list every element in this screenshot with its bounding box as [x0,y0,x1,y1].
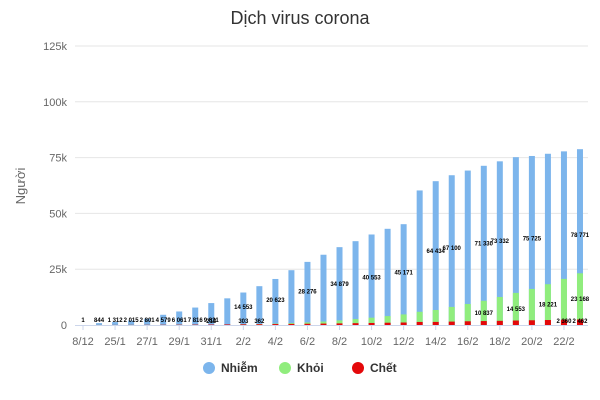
label-infected: 34 879 [330,282,349,288]
bar-deaths [481,321,487,325]
label-recovered: 10 837 [475,311,494,317]
legend-item[interactable]: Chết [352,361,397,375]
label-infected: 28 276 [298,289,317,295]
x-tick-label: 31/1 [201,336,222,348]
label-infected: 6 061 [172,318,188,324]
bar-infected [320,255,326,325]
label-infected: 844 [94,318,105,324]
label-deaths: 362 [254,319,265,325]
bar-deaths [224,324,230,325]
x-axis-ticks: 8/12 25/1 27/1 29/1 31/1 2/2 4/2 6/2 8/2 10/2 12/2… [72,325,574,348]
bar-deaths [497,321,503,325]
label-infected: 78 771 [571,233,590,239]
label-infected: 40 553 [362,276,381,282]
label-infected: 2 801 [140,318,156,324]
label-deaths: 303 [238,319,249,325]
chart-title: Dịch virus corona [230,8,370,28]
legend-label: Nhiễm [221,360,258,375]
label-infected: 67 100 [443,246,462,252]
bar-deaths [529,320,535,325]
bar-deaths [433,322,439,325]
label-infected: 45 171 [394,271,413,277]
x-tick-label: 25/1 [104,336,125,348]
legend-label: Chết [370,361,397,375]
label-deaths: 2 462 [572,319,588,325]
bar-deaths [401,323,407,325]
x-tick-label: 29/1 [168,336,189,348]
label-infected: 73 332 [491,239,510,245]
label-deaths: 2 360 [556,319,572,325]
bar-infected [385,229,391,325]
y-tick-label: 25k [49,264,67,276]
y-tick-label: 50k [49,208,67,220]
y-axis-label: Người [13,168,28,205]
bar-deaths [465,321,471,325]
legend-item[interactable]: Nhiễm [203,360,258,375]
bar-recovered [529,289,535,325]
label-infected: 2 015 [124,318,140,324]
legend-label: Khỏi [297,361,324,375]
y-tick-label: 0 [61,320,67,332]
label-infected: 1 [81,318,85,324]
bar-deaths [513,321,519,325]
label-infected: 75 725 [523,236,542,242]
y-tick-label: 75k [49,153,67,165]
x-tick-label: 22/2 [553,336,574,348]
label-infected: 1 312 [108,318,124,324]
y-axis-ticks: 0 25k 50k 75k 100k 125k [43,41,67,332]
x-tick-label: 2/2 [236,336,251,348]
legend-item[interactable]: Khỏi [279,361,324,375]
label-infected: 20 623 [266,298,285,304]
bar-infected [353,241,359,325]
x-tick-label: 18/2 [489,336,510,348]
x-tick-label: 10/2 [361,336,382,348]
bar-deaths [288,324,294,325]
label-infected: 4 579 [156,318,172,324]
x-tick-label: 8/2 [332,336,347,348]
bar-deaths [337,323,343,325]
bar-infected [224,298,230,325]
bar-deaths [545,320,551,325]
bar-infected [288,270,294,325]
x-tick-label: 20/2 [521,336,542,348]
y-tick-label: 125k [43,41,67,53]
x-tick-label: 12/2 [393,336,414,348]
x-tick-label: 14/2 [425,336,446,348]
legend: Nhiễm Khỏi Chết [203,360,397,375]
y-tick-label: 100k [43,97,67,109]
x-tick-label: 8/12 [72,336,93,348]
bar-deaths [369,323,375,325]
label-deaths: 213 [206,319,217,325]
legend-marker [279,362,291,374]
bar-deaths [417,322,423,325]
label-recovered: 14 553 [507,307,526,313]
bar-infected [417,190,423,325]
grid-lines [75,46,588,269]
bar-deaths [449,322,455,325]
bar-deaths [272,324,278,325]
label-infected: 14 553 [234,305,253,311]
x-tick-label: 6/2 [300,336,315,348]
label-recovered: 23 168 [571,297,590,303]
label-recovered: 18 221 [539,303,558,309]
x-tick-label: 4/2 [268,336,283,348]
x-tick-label: 27/1 [136,336,157,348]
legend-marker [352,362,364,374]
legend-marker [203,362,215,374]
bar-recovered [497,297,503,325]
x-tick-label: 16/2 [457,336,478,348]
bar-deaths [320,324,326,325]
bar-infected [465,171,471,325]
corona-chart: Dịch virus corona 0 25k 50k 75k 100k 125k Ngư… [0,0,600,400]
label-infected: 7 816 [188,318,204,324]
bar-deaths [353,323,359,325]
bar-deaths [385,323,391,325]
bar-deaths [304,324,310,325]
bars [80,149,583,325]
